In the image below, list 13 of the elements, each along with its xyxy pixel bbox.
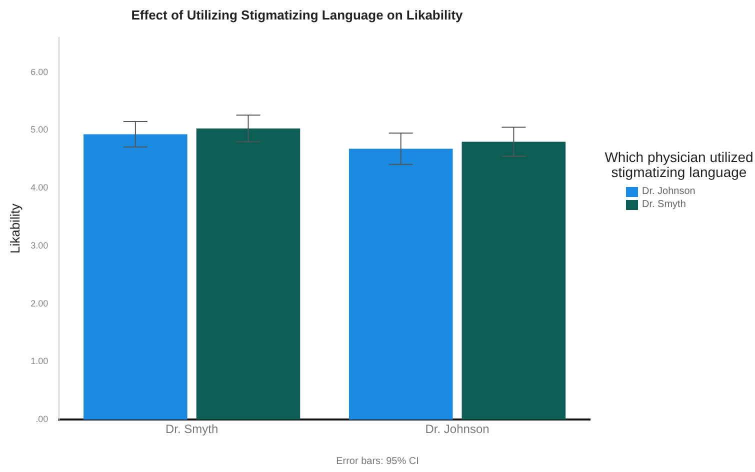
legend-title: Which physician utilized stigmatizing language <box>604 149 754 180</box>
y-tick-label: 6.00 <box>30 66 48 77</box>
legend-label: Dr. Johnson <box>642 186 696 197</box>
y-tick-label: 2.00 <box>30 298 48 308</box>
text: Error bars: 95% CI <box>335 456 420 467</box>
y-tick-label: 3.00 <box>30 240 48 250</box>
y-tick-label: .00 <box>36 414 48 424</box>
chart-title: Effect of Utilizing Stigmatizing Language on Likability <box>131 7 464 22</box>
legend-label: Dr. Smyth <box>642 199 686 210</box>
y-axis-title: Likability <box>7 203 22 254</box>
y-tick-label: 4.00 <box>30 182 48 193</box>
y-tick-label: 1.00 <box>30 356 48 366</box>
y-tick-label: 5.00 <box>30 124 48 135</box>
